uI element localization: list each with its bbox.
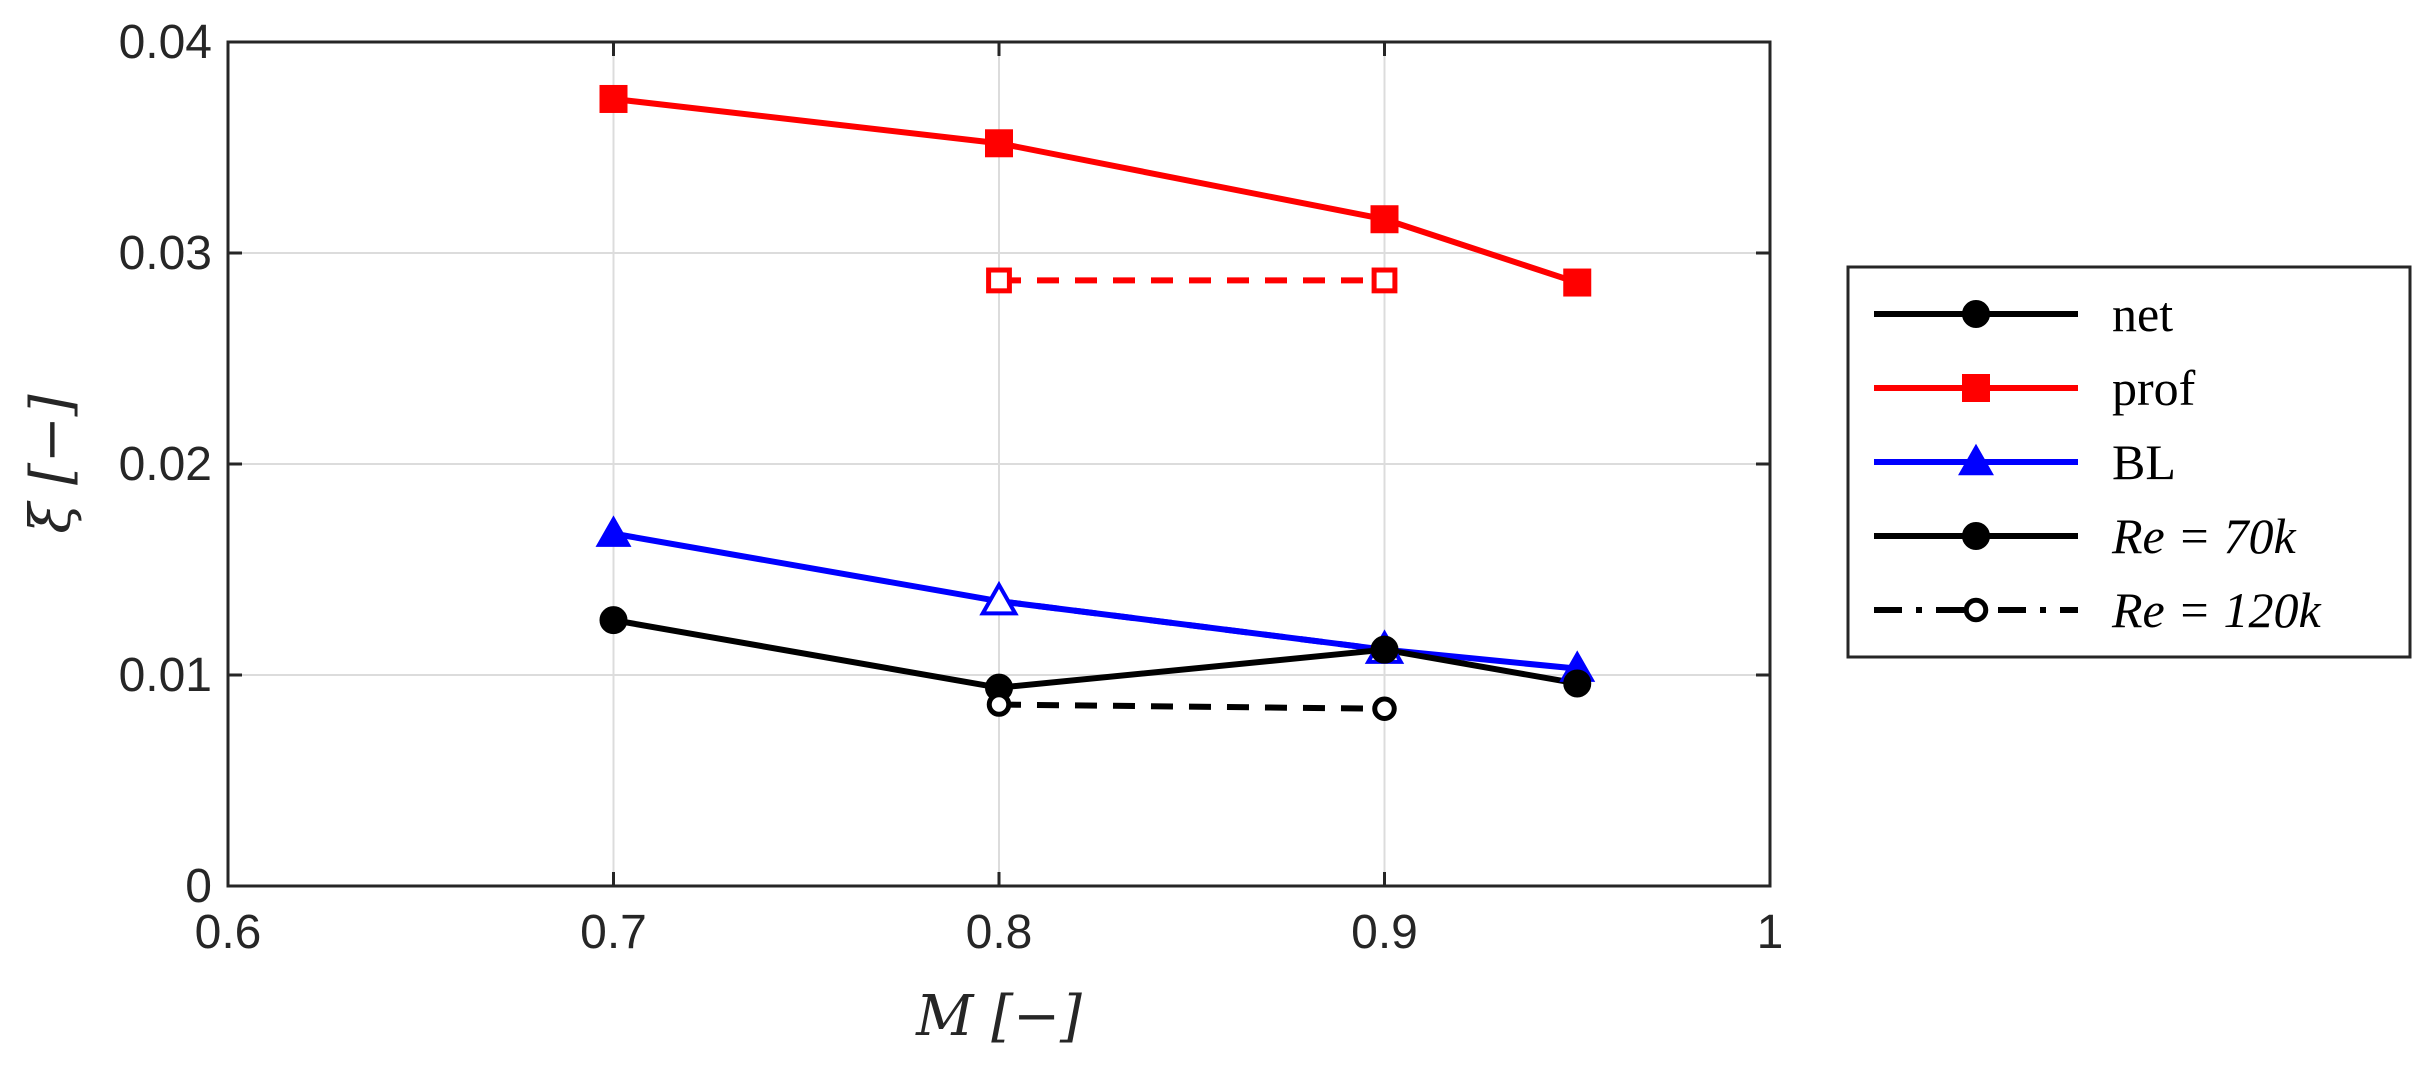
x-axis-label: M [−]: [915, 984, 1082, 1049]
data-point-prof-70k: [985, 129, 1013, 158]
x-tick-label: 0.8: [966, 906, 1033, 959]
series-group: [612, 95, 1579, 712]
data-point-net-70k: [599, 606, 628, 635]
legend: net prof BL Re = 70k Re = 120k: [1846, 265, 2412, 659]
x-tick-label: 0.9: [1351, 906, 1418, 959]
series-line-bl-120k: [998, 598, 1385, 653]
legend-marker: [1963, 597, 1989, 623]
legend-marker: [1958, 443, 1994, 476]
data-point-prof-120k: [986, 267, 1012, 294]
data-point-prof-70k: [1563, 268, 1592, 297]
legend-item: Re = 70k: [1874, 508, 2296, 564]
data-point-prof-70k: [599, 84, 628, 113]
series-line-prof-70k: [613, 95, 1579, 286]
data-point-prof-70k: [1370, 205, 1399, 234]
data-point-prof-120k: [1371, 267, 1398, 294]
grid: [227, 41, 1771, 887]
legend-label: Re = 70k: [2111, 508, 2296, 564]
data-point-net-120k: [1372, 696, 1397, 722]
legend-marker: [1962, 522, 1990, 550]
data-point-net-70k: [1563, 669, 1592, 698]
x-tick-label: 0.7: [580, 906, 647, 959]
legend-label: BL: [2112, 434, 2176, 490]
y-tick-label: 0.03: [119, 227, 212, 280]
legend-item: prof: [1874, 360, 2196, 416]
legend-item: net: [1874, 286, 2173, 342]
y-tick-label: 0.02: [119, 438, 212, 491]
axis-ticks: 0.6 0.7 0.8 0.9 1 0 0.01 0.02 0.03 0.04: [119, 16, 1784, 959]
data-point-bl-120k: [979, 580, 1019, 616]
marker-group: [595, 84, 1596, 722]
legend-item: Re = 120k: [1874, 582, 2321, 638]
legend-marker: [1962, 300, 1990, 328]
x-tick-label: 0.6: [195, 906, 262, 959]
data-point-net-70k: [1370, 635, 1399, 664]
series-line-net-120k: [998, 701, 1385, 712]
x-tick-label: 1: [1757, 906, 1784, 959]
y-axis-label: ξ [−]: [19, 394, 84, 533]
y-tick-label: 0.01: [119, 649, 212, 702]
series-line-net-70k: [612, 617, 1578, 691]
legend-item: BL: [1874, 434, 2176, 490]
data-point-bl-70k: [595, 515, 632, 547]
legend-label: prof: [2112, 360, 2196, 416]
data-point-net-120k: [986, 692, 1012, 717]
y-tick-label: 0.04: [119, 16, 212, 69]
legend-label: net: [2112, 286, 2173, 342]
legend-label: Re = 120k: [2111, 582, 2321, 638]
legend-marker: [1962, 374, 1990, 402]
y-tick-label: 0: [185, 860, 212, 913]
